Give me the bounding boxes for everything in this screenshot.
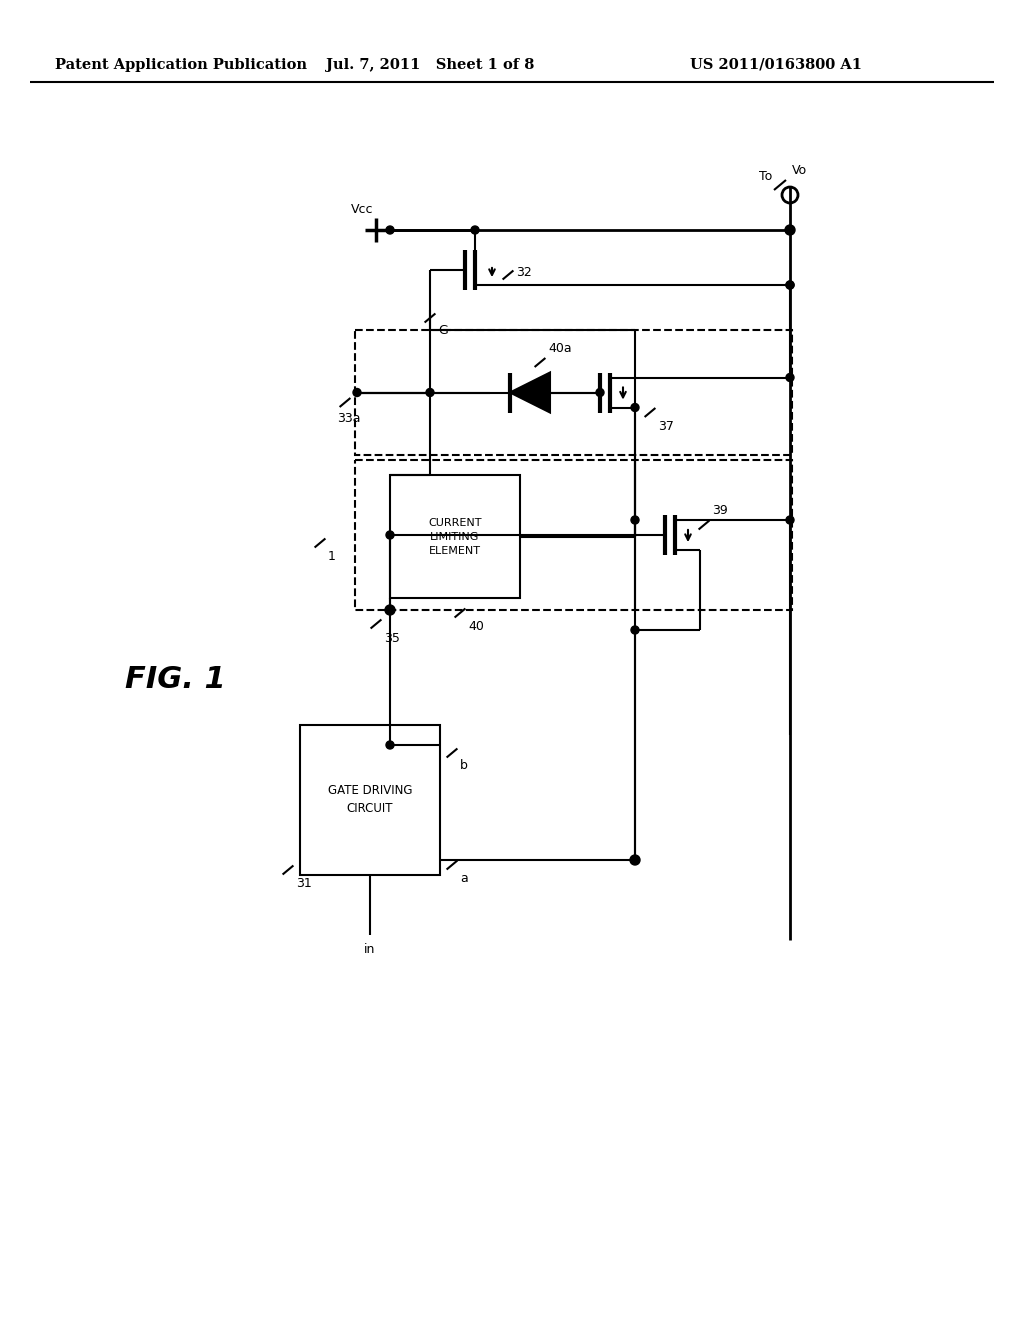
Circle shape — [631, 404, 639, 412]
Circle shape — [426, 388, 434, 396]
Circle shape — [785, 224, 795, 235]
Circle shape — [471, 226, 479, 234]
Text: 39: 39 — [712, 504, 728, 517]
Text: a: a — [460, 873, 468, 884]
Bar — [355, 330, 792, 455]
Text: b: b — [460, 759, 468, 772]
Text: 33a: 33a — [337, 412, 360, 425]
Circle shape — [386, 531, 394, 539]
Circle shape — [386, 741, 394, 748]
Text: To: To — [759, 170, 772, 183]
Text: 37: 37 — [658, 421, 674, 433]
Bar — [300, 725, 440, 875]
Circle shape — [353, 388, 361, 396]
Text: in: in — [365, 942, 376, 956]
Circle shape — [786, 374, 794, 381]
Text: FIG. 1: FIG. 1 — [125, 665, 225, 694]
Text: Patent Application Publication: Patent Application Publication — [55, 58, 307, 73]
Bar — [390, 475, 520, 598]
Circle shape — [786, 281, 794, 289]
Circle shape — [631, 626, 639, 634]
Text: G: G — [438, 323, 447, 337]
Text: Vcc: Vcc — [351, 203, 374, 216]
Text: 35: 35 — [384, 632, 400, 645]
Text: 40: 40 — [468, 620, 484, 634]
Text: 40a: 40a — [548, 342, 571, 355]
Text: Jul. 7, 2011   Sheet 1 of 8: Jul. 7, 2011 Sheet 1 of 8 — [326, 58, 535, 73]
Circle shape — [385, 605, 395, 615]
Circle shape — [631, 516, 639, 524]
Bar — [355, 459, 792, 610]
Text: CURRENT
LIMITING
ELEMENT: CURRENT LIMITING ELEMENT — [428, 517, 481, 556]
Text: Vo: Vo — [792, 164, 807, 177]
Text: US 2011/0163800 A1: US 2011/0163800 A1 — [690, 58, 862, 73]
Polygon shape — [510, 372, 550, 412]
Circle shape — [786, 516, 794, 524]
Text: 31: 31 — [296, 876, 311, 890]
Text: GATE DRIVING
CIRCUIT: GATE DRIVING CIRCUIT — [328, 784, 413, 816]
Text: 1: 1 — [328, 550, 336, 564]
Text: 32: 32 — [516, 265, 531, 279]
Circle shape — [386, 226, 394, 234]
Circle shape — [630, 855, 640, 865]
Circle shape — [786, 281, 794, 289]
Circle shape — [596, 388, 604, 396]
